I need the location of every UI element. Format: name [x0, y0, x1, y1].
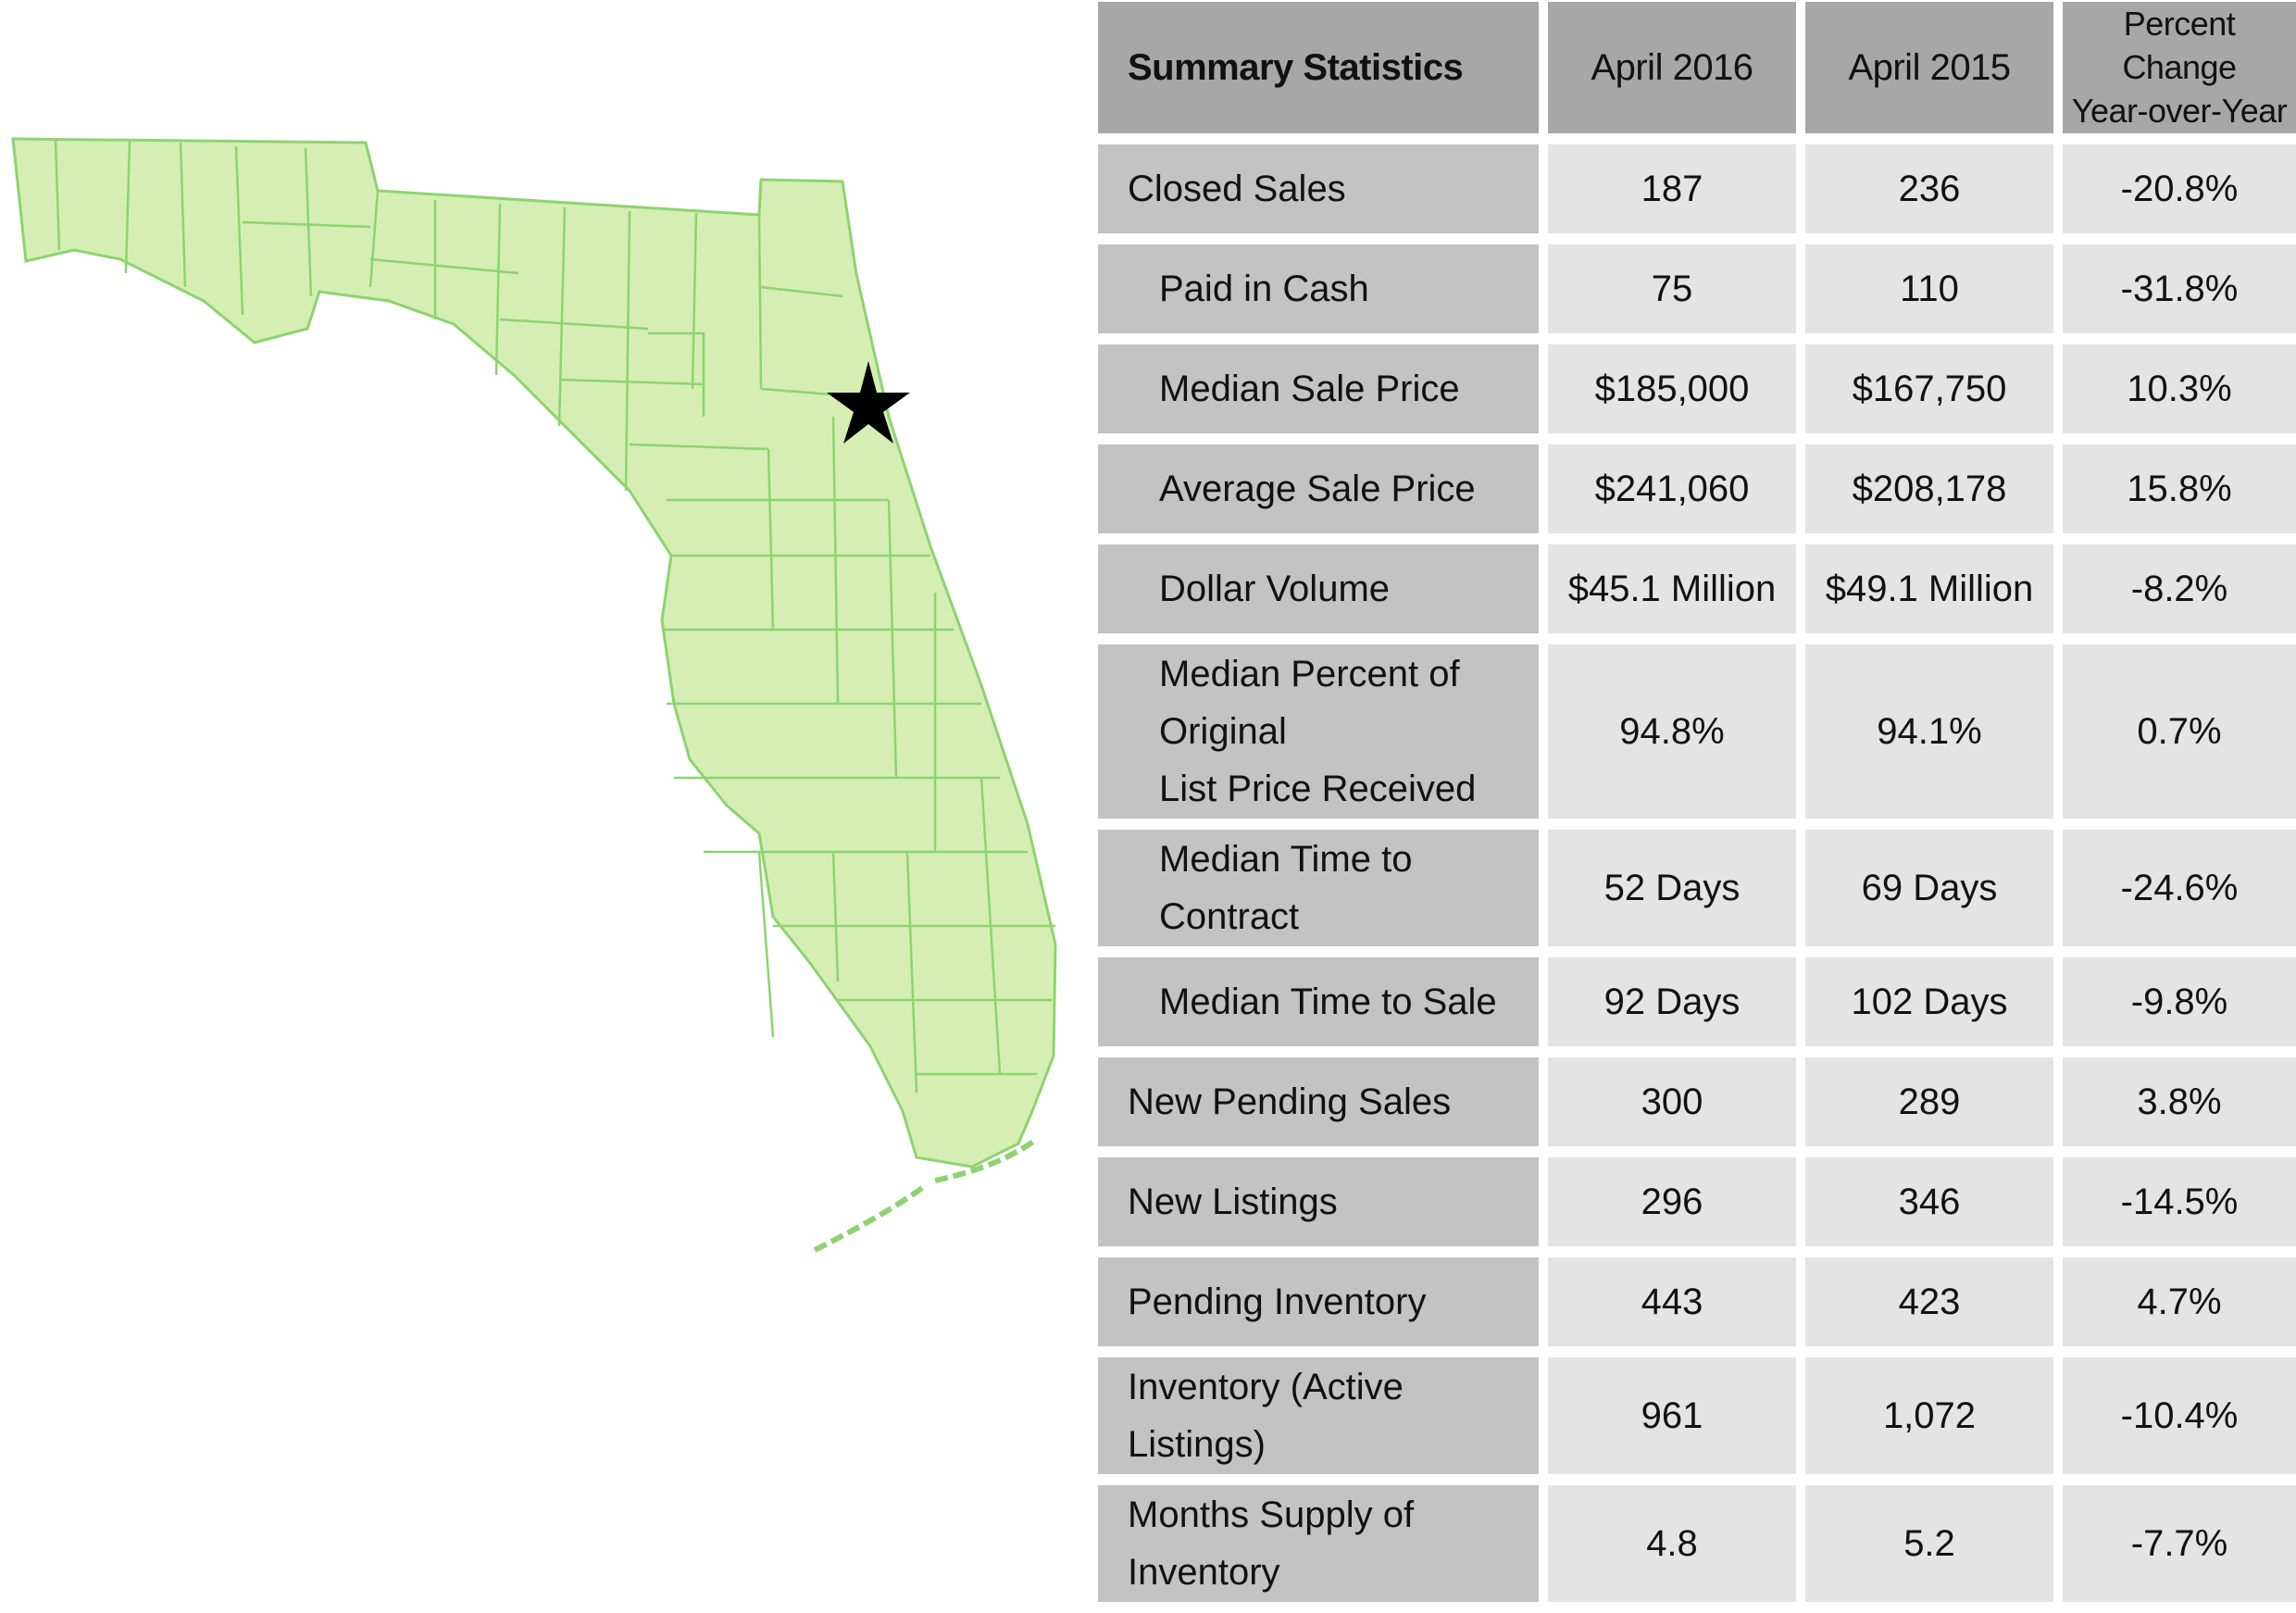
percent-change-value: 0.7% [2063, 644, 2296, 819]
table-row: New Pending Sales 300 289 3.8% [1098, 1057, 2296, 1147]
table-row: Paid in Cash 75 110 -31.8% [1098, 244, 2296, 334]
row-label-text: Median Percent of Original [1159, 654, 1460, 753]
april-2015-value: 346 [1805, 1157, 2053, 1247]
percent-change-value: -7.7% [2063, 1485, 2296, 1603]
percent-change-value: -20.8% [2063, 144, 2296, 234]
row-label-text: Paid in Cash [1159, 269, 1369, 310]
row-label-text: Dollar Volume [1159, 569, 1391, 610]
table-row: Median Time to Contract 52 Days 69 Days -24… [1098, 830, 2296, 947]
percent-change-header: Percent Change Year-over-Year [2063, 2, 2296, 134]
percent-change-value: 10.3% [2063, 344, 2296, 434]
percent-change-value: 3.8% [2063, 1057, 2296, 1147]
row-label-text-line2: List Price Received [1159, 769, 1477, 810]
row-label-text: Average Sale Price [1159, 469, 1476, 510]
april-2016-value: 92 Days [1548, 957, 1796, 1047]
row-label: Dollar Volume [1098, 544, 1539, 634]
april-2015-value: 236 [1805, 144, 2053, 234]
percent-change-value: -31.8% [2063, 244, 2296, 334]
april-2016-value: 300 [1548, 1057, 1796, 1147]
april-2015-value: $167,750 [1805, 344, 2053, 434]
percent-change-value: -8.2% [2063, 544, 2296, 634]
row-label: New Listings [1098, 1157, 1539, 1247]
row-label-text: New Pending Sales [1128, 1082, 1452, 1123]
summary-statistics-table: Summary Statistics April 2016 April 2015… [1089, 0, 2296, 1613]
april-2016-value: 75 [1548, 244, 1796, 334]
april-2015-value: 110 [1805, 244, 2053, 334]
row-label: Pending Inventory [1098, 1257, 1539, 1347]
table-row: Inventory (Active Listings) 961 1,072 -10.4… [1098, 1357, 2296, 1475]
row-label: Paid in Cash [1098, 244, 1539, 334]
florida-map-graphic [11, 137, 1057, 1253]
county-boundary-lines [54, 140, 1055, 1094]
percent-change-value: -24.6% [2063, 830, 2296, 947]
april-2016-value: $185,000 [1548, 344, 1796, 434]
star-icon [827, 361, 910, 444]
percent-change-header-line2: Year-over-Year [2071, 91, 2288, 130]
row-label: Median Time to Sale [1098, 957, 1539, 1047]
april-2015-value: 69 Days [1805, 830, 2053, 947]
row-label-text: New Listings [1128, 1182, 1338, 1223]
table-row: Median Time to Sale 92 Days 102 Days -9.8% [1098, 957, 2296, 1047]
april-2015-value: $208,178 [1805, 444, 2053, 534]
percent-change-value: 4.7% [2063, 1257, 2296, 1347]
april-2016-header: April 2016 [1548, 2, 1796, 134]
row-label: Median Time to Contract [1098, 830, 1539, 947]
percent-change-header-line1: Percent Change [2122, 5, 2237, 86]
april-2015-value: 423 [1805, 1257, 2053, 1347]
april-2016-value: 443 [1548, 1257, 1796, 1347]
row-label-text: Median Sale Price [1159, 369, 1460, 410]
april-2015-value: 289 [1805, 1057, 2053, 1147]
april-2015-value: 5.2 [1805, 1485, 2053, 1603]
percent-change-value: 15.8% [2063, 444, 2296, 534]
percent-change-value: -14.5% [2063, 1157, 2296, 1247]
row-label: New Pending Sales [1098, 1057, 1539, 1147]
table-row: Average Sale Price $241,060 $208,178 15.8% [1098, 444, 2296, 534]
april-2016-value: $241,060 [1548, 444, 1796, 534]
row-label: Inventory (Active Listings) [1098, 1357, 1539, 1475]
april-2015-value: 1,072 [1805, 1357, 2053, 1475]
row-label: Closed Sales [1098, 144, 1539, 234]
april-2016-value: 4.8 [1548, 1485, 1796, 1603]
table-row: Months Supply of Inventory 4.8 5.2 -7.7% [1098, 1485, 2296, 1603]
florida-state-outline [11, 137, 1057, 1169]
april-2015-value: 94.1% [1805, 644, 2053, 819]
table-header-row: Summary Statistics April 2016 April 2015… [1098, 2, 2296, 134]
row-label: Median Percent of Original List Price Rec… [1098, 644, 1539, 819]
table-row: Closed Sales 187 236 -20.8% [1098, 144, 2296, 234]
table-row: Median Percent of Original List Price Rec… [1098, 644, 2296, 819]
april-2016-value: 296 [1548, 1157, 1796, 1247]
percent-change-value: -10.4% [2063, 1357, 2296, 1475]
percent-change-value: -9.8% [2063, 957, 2296, 1047]
april-2016-value: 187 [1548, 144, 1796, 234]
april-2015-header: April 2015 [1805, 2, 2053, 134]
table-row: Dollar Volume $45.1 Million $49.1 Million -… [1098, 544, 2296, 634]
table-row: Median Sale Price $185,000 $167,750 10.3% [1098, 344, 2296, 434]
april-2016-value: 52 Days [1548, 830, 1796, 947]
florida-county-map [0, 111, 1074, 1278]
row-label: Average Sale Price [1098, 444, 1539, 534]
table-body: Closed Sales 187 236 -20.8% Paid in Cash 75 11… [1098, 144, 2296, 1603]
april-2016-value: 961 [1548, 1357, 1796, 1475]
april-2016-value: $45.1 Million [1548, 544, 1796, 634]
april-2016-value: 94.8% [1548, 644, 1796, 819]
row-label-text: Closed Sales [1128, 169, 1346, 210]
april-2015-value: $49.1 Million [1805, 544, 2053, 634]
row-label-text: Median Time to Contract [1159, 839, 1413, 938]
summary-statistics-header: Summary Statistics [1098, 2, 1539, 134]
row-label-text: Months Supply of Inventory [1128, 1494, 1415, 1594]
row-label: Months Supply of Inventory [1098, 1485, 1539, 1603]
table-row: Pending Inventory 443 423 4.7% [1098, 1257, 2296, 1347]
florida-keys [813, 1136, 1039, 1253]
table-row: New Listings 296 346 -14.5% [1098, 1157, 2296, 1247]
row-label-text: Inventory (Active Listings) [1128, 1367, 1404, 1466]
april-2015-value: 102 Days [1805, 957, 2053, 1047]
row-label-text: Pending Inventory [1128, 1282, 1427, 1323]
row-label-text: Median Time to Sale [1159, 982, 1497, 1023]
row-label: Median Sale Price [1098, 344, 1539, 434]
